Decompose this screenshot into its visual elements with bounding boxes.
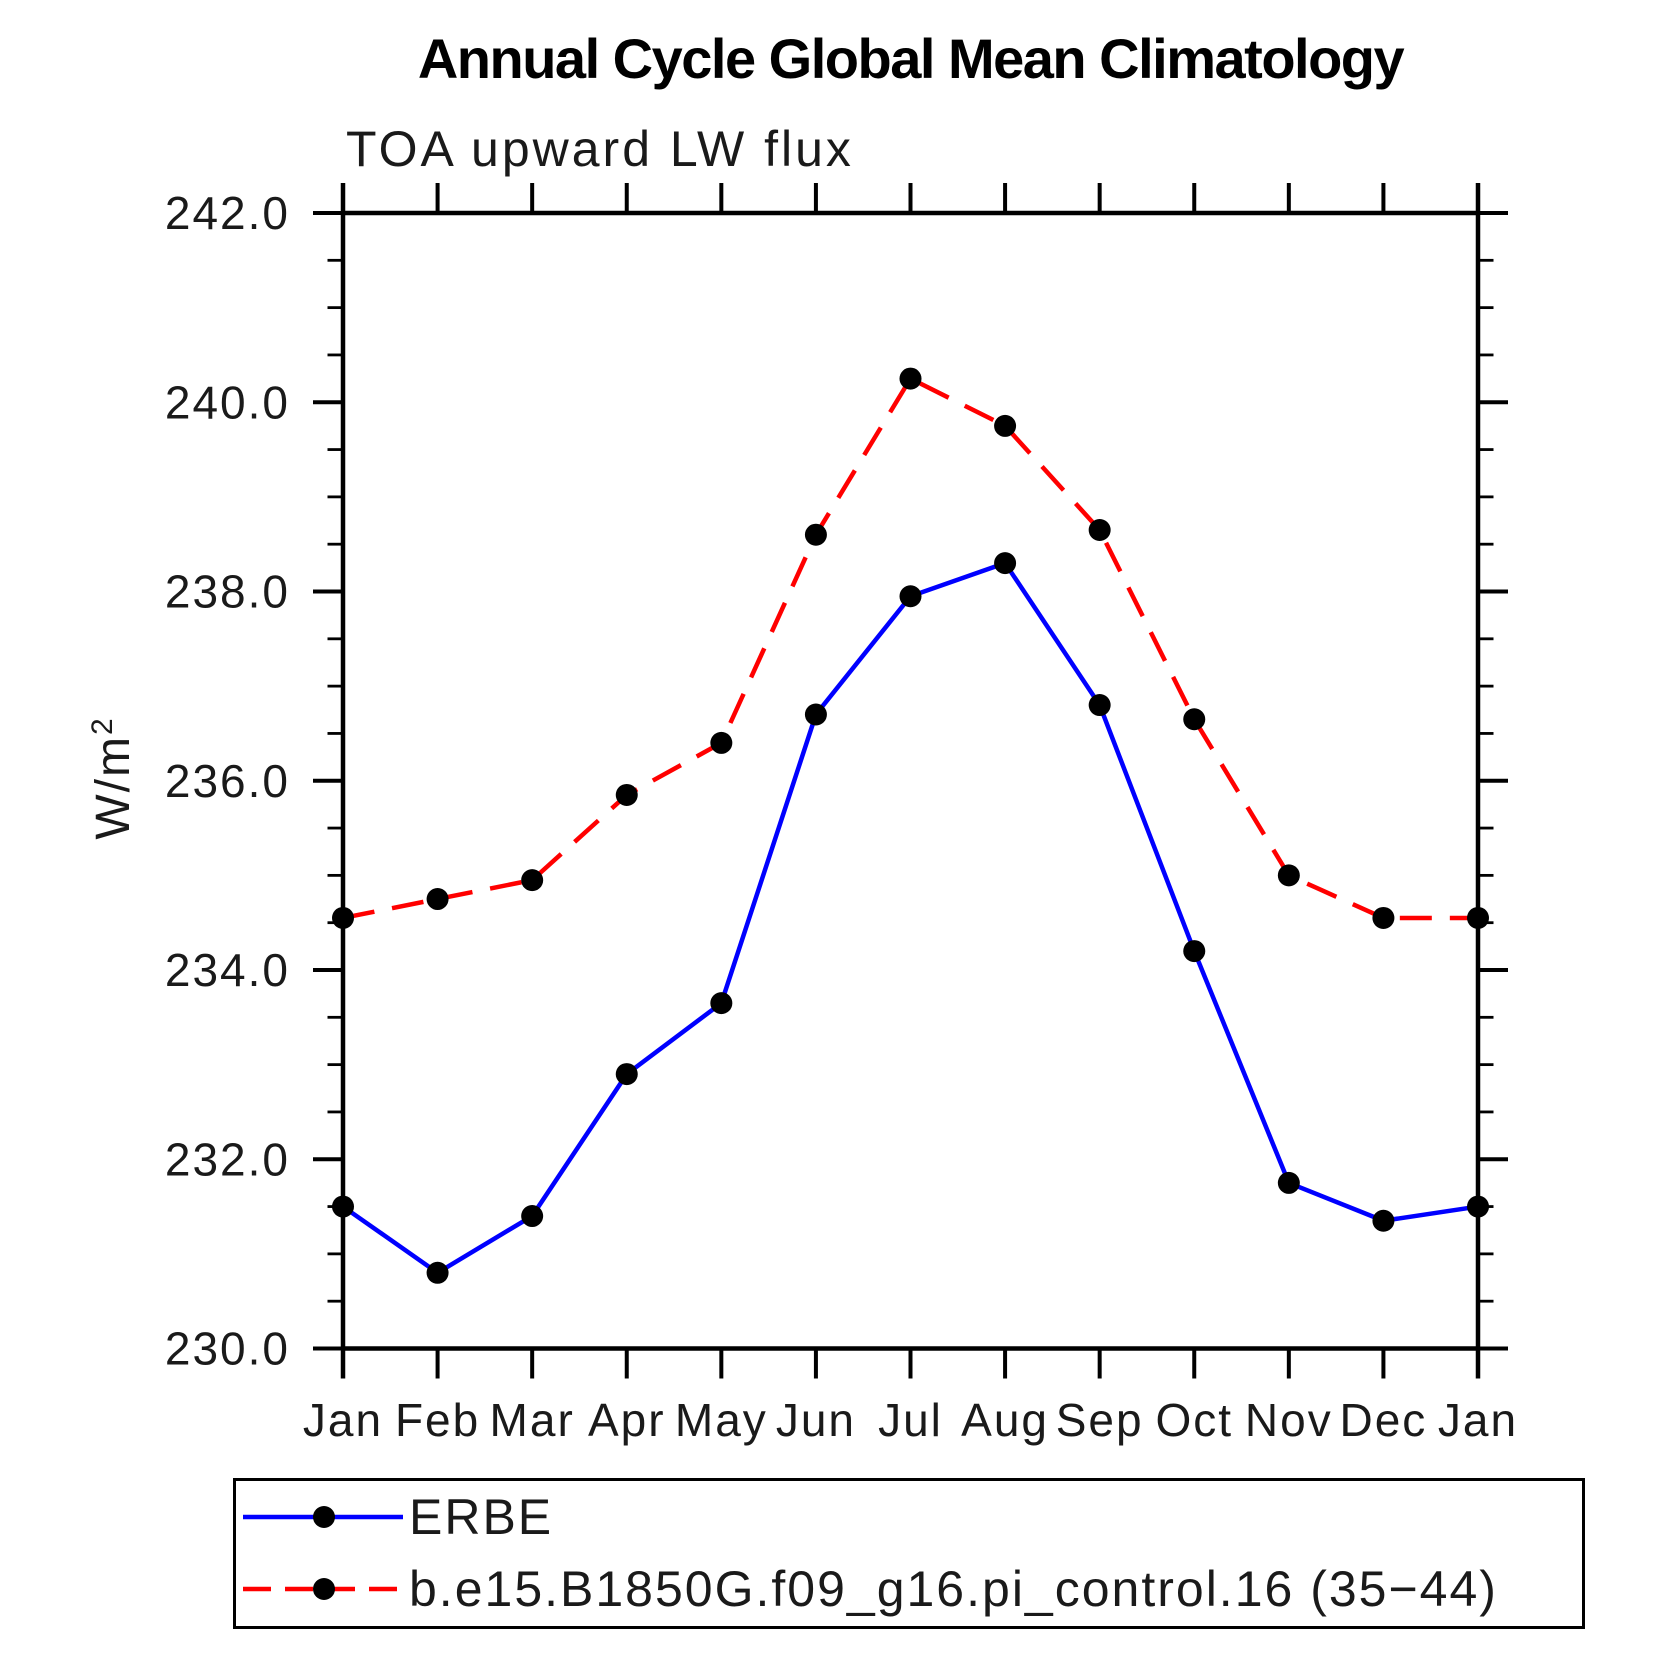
data-point-marker: [332, 906, 354, 929]
y-axis-tick-label: 234.0: [165, 944, 290, 996]
x-axis-tick-label: Oct: [1155, 1394, 1233, 1446]
legend-sample-erbe-line: [243, 1506, 403, 1528]
data-point-marker: [994, 414, 1017, 437]
data-point-marker: [1088, 518, 1111, 541]
x-axis-tick-label: Aug: [961, 1394, 1049, 1446]
legend: ERBE b.e15.B1850G.f09_g16.pi_control.16 …: [233, 1478, 1585, 1629]
chart-subtitle: TOA upward LW flux: [346, 121, 854, 177]
y-axis-tick-label: 230.0: [165, 1323, 290, 1375]
data-point-marker: [710, 731, 733, 754]
data-point-marker: [426, 888, 449, 911]
x-axis-tick-label: Nov: [1245, 1394, 1333, 1446]
data-point-marker: [1088, 694, 1111, 717]
legend-item-erbe: ERBE: [236, 1481, 1582, 1553]
data-point-marker: [521, 869, 544, 892]
data-point-marker: [1277, 1171, 1300, 1194]
data-point-marker: [1183, 708, 1206, 731]
data-point-marker: [1372, 906, 1395, 929]
y-axis-tick-label: 240.0: [165, 376, 290, 428]
x-axis-tick-label: Dec: [1340, 1394, 1428, 1446]
legend-label-erbe: ERBE: [409, 1489, 554, 1545]
data-point-marker: [804, 523, 827, 546]
data-point-marker: [1467, 906, 1489, 929]
y-axis-tick-label: 238.0: [165, 566, 290, 618]
data-point-marker: [899, 585, 922, 608]
data-point-marker: [994, 552, 1017, 575]
x-axis-tick-label: Sep: [1056, 1394, 1144, 1446]
legend-item-model: b.e15.B1850G.f09_g16.pi_control.16 (35−4…: [236, 1553, 1582, 1625]
chart-title: Annual Cycle Global Mean Climatology: [417, 27, 1405, 90]
series-line-model: [342, 375, 1478, 921]
x-axis-tick-label: Jan: [1438, 1394, 1518, 1446]
x-axis-tick-label: Jul: [878, 1394, 943, 1446]
legend-sample-model-line: [243, 1578, 403, 1600]
y-axis-tick-label: 242.0: [165, 187, 290, 239]
data-point-marker: [710, 992, 733, 1015]
x-axis-tick-label: Apr: [588, 1394, 666, 1446]
data-point-marker: [1183, 940, 1206, 963]
legend-sample-marker: [313, 1506, 335, 1528]
data-point-marker: [1277, 864, 1300, 887]
data-point-marker: [521, 1205, 544, 1228]
data-point-marker: [332, 1195, 354, 1218]
data-point-marker: [1467, 1195, 1489, 1218]
data-point-marker: [426, 1261, 449, 1284]
x-axis-tick-label: May: [675, 1394, 768, 1446]
data-point-marker: [615, 1063, 638, 1086]
legend-sample-marker: [313, 1578, 335, 1600]
x-axis-tick-label: Jun: [776, 1394, 856, 1446]
legend-label-model: b.e15.B1850G.f09_g16.pi_control.16 (35−4…: [409, 1561, 1498, 1617]
data-point-marker: [1372, 1209, 1395, 1232]
x-axis-tick-label: Jan: [303, 1394, 383, 1446]
data-point-marker: [899, 367, 922, 390]
y-axis-tick-label: 232.0: [165, 1133, 290, 1185]
x-axis-tick-label: Mar: [490, 1394, 575, 1446]
data-point-marker: [804, 703, 827, 726]
y-axis-tick-label: 236.0: [165, 755, 290, 807]
series-line-erbe: [341, 560, 1479, 1276]
data-point-marker: [615, 783, 638, 806]
x-axis-tick-label: Feb: [395, 1394, 480, 1446]
